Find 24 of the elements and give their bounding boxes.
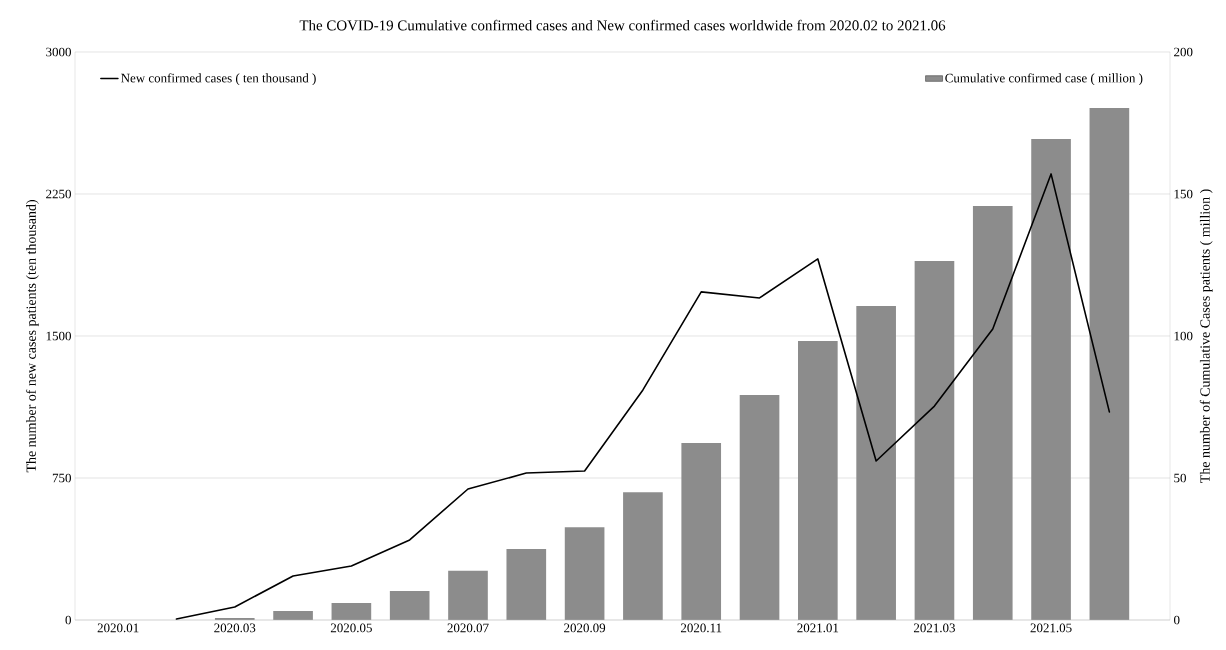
y-tick-label: 2250	[46, 189, 71, 199]
y-axis-title: The number of new cases patients (ten thousand)	[25, 200, 39, 473]
x-tick-label: 2020.05	[330, 623, 372, 633]
x-tick-label: 2020.09	[564, 623, 606, 633]
y-tick-label: 3000	[46, 47, 71, 57]
x-tick-label: 2021.05	[1030, 623, 1072, 633]
y2-axis-title: The number of Cumulative Cases patients ( million )	[1199, 189, 1213, 483]
x-tick-label: 2020.01	[97, 623, 139, 633]
x-tick-label: 2020.07	[447, 623, 489, 633]
x-tick-label: 2020.03	[214, 623, 256, 633]
legend-label: New confirmed cases ( ten thousand )	[121, 73, 316, 86]
x-tick-label: 2021.03	[913, 623, 955, 633]
y-tick-label: 0	[65, 615, 71, 625]
y-tick-label: 750	[52, 473, 71, 483]
y2-tick-label: 0	[1174, 615, 1180, 625]
y2-tick-label: 50	[1174, 473, 1186, 483]
y2-tick-label: 150	[1174, 189, 1193, 199]
y2-tick-label: 100	[1174, 331, 1193, 341]
x-tick-label: 2020.11	[680, 623, 722, 633]
chart-title: The COVID-19 Cumulative confirmed cases and New confirmed cases worldwide from 2020.02 to 2021.06	[299, 19, 946, 31]
x-tick-label: 2021.01	[797, 623, 839, 633]
legend-label: Cumulative confirmed case ( million )	[945, 73, 1143, 86]
y2-tick-label: 200	[1174, 47, 1193, 57]
y-tick-label: 1500	[46, 331, 71, 341]
